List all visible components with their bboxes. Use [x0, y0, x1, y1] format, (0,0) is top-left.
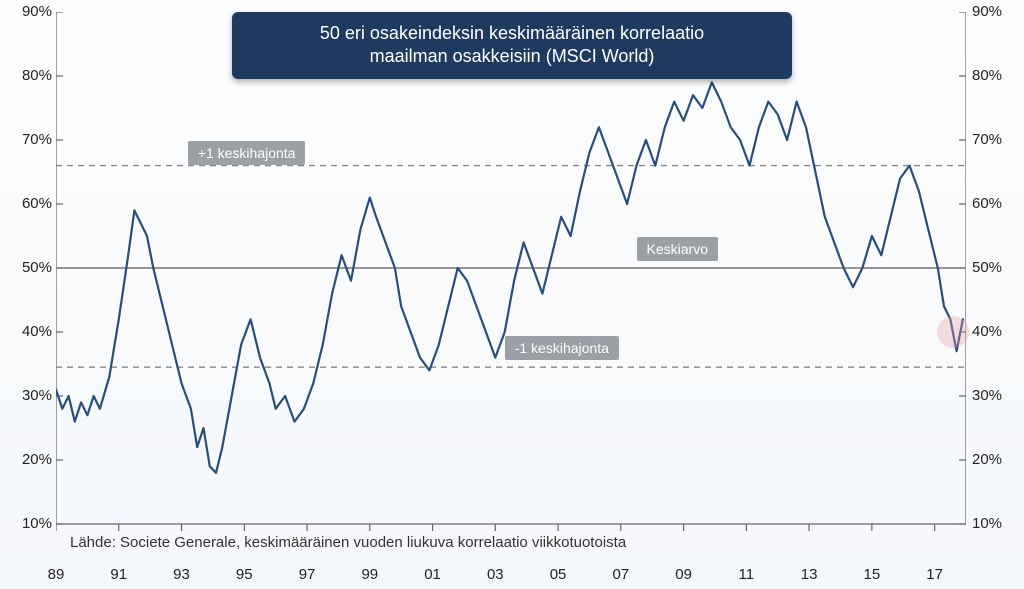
x-tick: 99 — [355, 566, 385, 583]
y-tick-left: 50% — [4, 259, 52, 276]
plot-area — [56, 12, 966, 552]
y-tick-left: 90% — [4, 3, 52, 20]
x-tick: 91 — [104, 566, 134, 583]
annotation-mean: Keskiarvo — [637, 237, 718, 261]
y-tick-right: 70% — [972, 131, 1020, 148]
annotation-mean-text: Keskiarvo — [647, 241, 708, 257]
y-tick-right: 20% — [972, 451, 1020, 468]
y-tick-right: 90% — [972, 3, 1020, 20]
title-line-2: maailman osakkeisiin (MSCI World) — [250, 45, 774, 68]
y-tick-left: 30% — [4, 387, 52, 404]
annotation-plus1sd: +1 keskihajonta — [188, 141, 306, 165]
y-tick-right: 80% — [972, 67, 1020, 84]
annotation-minus1sd-text: -1 keskihajonta — [515, 340, 609, 356]
x-tick: 09 — [669, 566, 699, 583]
y-tick-left: 70% — [4, 131, 52, 148]
x-tick: 01 — [418, 566, 448, 583]
y-tick-right: 10% — [972, 515, 1020, 532]
y-tick-right: 50% — [972, 259, 1020, 276]
chart-title: 50 eri osakeindeksin keskimääräinen korr… — [232, 12, 792, 79]
x-tick: 03 — [480, 566, 510, 583]
x-tick: 11 — [731, 566, 761, 583]
y-tick-left: 40% — [4, 323, 52, 340]
annotation-minus1sd: -1 keskihajonta — [505, 336, 619, 360]
y-tick-left: 60% — [4, 195, 52, 212]
x-tick: 97 — [292, 566, 322, 583]
x-tick: 95 — [229, 566, 259, 583]
correlation-chart: 50 eri osakeindeksin keskimääräinen korr… — [0, 0, 1024, 589]
x-tick: 05 — [543, 566, 573, 583]
y-tick-left: 80% — [4, 67, 52, 84]
title-line-1: 50 eri osakeindeksin keskimääräinen korr… — [250, 22, 774, 45]
x-tick: 15 — [857, 566, 887, 583]
y-tick-right: 40% — [972, 323, 1020, 340]
x-tick: 07 — [606, 566, 636, 583]
x-tick: 89 — [41, 566, 71, 583]
source-text: Lähde: Societe Generale, keskimääräinen … — [70, 534, 626, 551]
y-tick-right: 30% — [972, 387, 1020, 404]
x-tick: 17 — [920, 566, 950, 583]
chart-svg — [56, 12, 966, 552]
y-tick-left: 20% — [4, 451, 52, 468]
x-tick: 13 — [794, 566, 824, 583]
y-tick-right: 60% — [972, 195, 1020, 212]
annotation-plus1sd-text: +1 keskihajonta — [198, 145, 296, 161]
y-tick-left: 10% — [4, 515, 52, 532]
x-tick: 93 — [167, 566, 197, 583]
